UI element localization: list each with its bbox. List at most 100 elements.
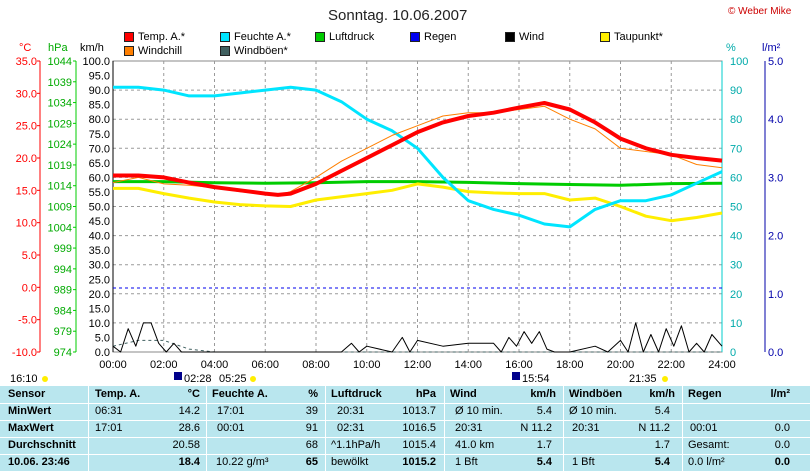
pressure-tick-label: 1024 <box>48 139 72 151</box>
wind-tick-label: 40.0 <box>89 231 110 243</box>
stats-cell-press: 1015.4 <box>402 439 436 451</box>
rain-tick-label: 4.0 <box>768 114 783 126</box>
pressure-tick-label: 989 <box>54 285 72 297</box>
stats-cell-press: 1013.7 <box>402 405 436 417</box>
x-tick-label: 16:00 <box>505 359 533 371</box>
stats-cell-wind: Wind <box>450 388 477 400</box>
x-tick-label: 10:00 <box>353 359 381 371</box>
temp-axis-unit: °C <box>19 42 32 54</box>
wind-tick-label: 5.0 <box>95 332 110 344</box>
temp-tick-label: 0.0 <box>22 282 37 294</box>
moon-marker <box>512 372 520 380</box>
table-divider <box>444 386 445 471</box>
stats-cell-hum-unit: % <box>308 388 318 400</box>
stats-cell-sensor: Sensor <box>8 388 46 400</box>
stats-cell-hum: 68 <box>305 439 318 451</box>
stats-cell-hum: 39 <box>305 405 318 417</box>
stats-cell-temp: 20.58 <box>172 439 200 451</box>
stats-row: 10.06. 23:46 18.4 10.22 g/m³ 65 bewölkt 1015.… <box>0 454 810 471</box>
stats-cell-wind-dist: 41.0 km <box>455 439 495 451</box>
temp-tick-label: -10.0 <box>12 347 37 359</box>
stats-row: MaxWert 17:01 28.6 00:01 91 02:31 1016.5 20:31 N… <box>0 420 810 437</box>
table-divider <box>0 403 810 404</box>
stats-cell-press-time: 20:31 <box>337 405 365 417</box>
humidity-tick-label: 70 <box>730 143 742 155</box>
legend-swatch <box>124 32 134 42</box>
legend-label: Windböen* <box>234 45 288 57</box>
temp-tick-label: 10.0 <box>16 218 37 230</box>
stats-cell-wind-time: 20:31 <box>455 422 483 434</box>
rain-tick-label: 0.0 <box>768 347 783 359</box>
stats-header-row: Sensor Temp. A. °C Feuchte A.% Luftdruck hPa W… <box>0 386 810 403</box>
sun-marker <box>662 376 668 382</box>
stats-cell-wind-dir: N 11.2 <box>520 422 552 434</box>
legend-swatch <box>124 46 134 56</box>
humidity-tick-label: 20 <box>730 289 742 301</box>
stats-cell-temp: 28.6 <box>178 422 200 434</box>
weather-chart: 35.0 30.0 25.0 20.0 15.0 10.0 5.0 0.0 -5.0 -10.0 1… <box>10 56 783 385</box>
stats-cell-hum: 65 <box>305 456 318 468</box>
stats-cell-rain-rate: 0.0 l/m² <box>688 456 725 468</box>
temp-tick-label: 20.0 <box>16 153 37 165</box>
legend-label: Feuchte A.* <box>234 31 291 43</box>
legend-swatch <box>220 46 230 56</box>
x-tick-label: 18:00 <box>556 359 584 371</box>
table-divider <box>682 386 683 471</box>
stats-cell-wind: 1.7 <box>536 439 552 451</box>
stats-cell-temp: Temp. A. <box>95 388 141 400</box>
stats-cell-press: 1016.5 <box>402 422 436 434</box>
x-tick-label: 20:00 <box>607 359 635 371</box>
stats-cell-hum: 91 <box>305 422 318 434</box>
temp-tick-label: 30.0 <box>16 88 37 100</box>
pressure-tick-label: 1019 <box>48 160 72 172</box>
wind-tick-label: 70.0 <box>89 143 110 155</box>
wind-tick-label: 10.0 <box>89 318 110 330</box>
x-tick-label: 06:00 <box>251 359 279 371</box>
pressure-tick-label: 979 <box>54 326 72 338</box>
pressure-tick-label: 1004 <box>48 222 72 234</box>
table-divider <box>0 437 810 438</box>
table-divider <box>0 454 810 455</box>
stats-cell-press-trend: ^1.1hPa/h <box>331 439 381 451</box>
temp-tick-label: 5.0 <box>22 250 37 262</box>
mid-time-label: 15:54 <box>522 373 550 385</box>
wind-tick-label: 90.0 <box>89 85 110 97</box>
stats-cell-temp-time: 17:01 <box>95 422 123 434</box>
stats-cell-rain-unit: l/m² <box>770 388 790 400</box>
x-tick-label: 00:00 <box>99 359 127 371</box>
humidity-tick-label: 0 <box>730 347 736 359</box>
stats-cell-gust: 5.4 <box>654 456 670 468</box>
stats-table: Sensor Temp. A. °C Feuchte A.% Luftdruck hPa W… <box>0 386 810 471</box>
left-time-label: 16:10 <box>10 373 38 385</box>
wind-tick-label: 20.0 <box>89 289 110 301</box>
copyright-label: © Weber Mike <box>728 6 792 17</box>
legend-item: Regen <box>410 31 456 43</box>
wind-tick-label: 60.0 <box>89 172 110 184</box>
temp-tick-label: 15.0 <box>16 185 37 197</box>
wind-tick-label: 0.0 <box>95 347 110 359</box>
pressure-axis-unit: hPa <box>48 42 68 54</box>
stats-cell-temp-unit: °C <box>187 388 200 400</box>
sun-marker <box>250 376 256 382</box>
sunrise-time-b: 05:25 <box>219 373 247 385</box>
stats-row: Durchschnitt 20.58 68 ^1.1hPa/h 1015.4 41.0 k… <box>0 437 810 454</box>
humidity-tick-label: 90 <box>730 85 742 97</box>
pressure-tick-label: 974 <box>54 347 72 359</box>
stats-cell-press: Luftdruck <box>331 388 382 400</box>
legend-item: Luftdruck <box>315 31 374 43</box>
stats-cell-wind-desc: Ø 10 min. <box>455 405 503 417</box>
pressure-tick-label: 1034 <box>48 98 72 110</box>
wind-tick-label: 100.0 <box>82 56 110 68</box>
humidity-tick-label: 10 <box>730 318 742 330</box>
wind-tick-label: 45.0 <box>89 216 110 228</box>
humidity-tick-label: 50 <box>730 202 742 214</box>
stats-cell-abs-hum: 10.22 g/m³ <box>216 456 269 468</box>
series-line <box>112 322 723 353</box>
stats-cell-rain: 0.0 <box>774 439 790 451</box>
wind-tick-label: 65.0 <box>89 158 110 170</box>
humidity-tick-label: 100 <box>730 56 748 68</box>
series-line <box>113 182 723 223</box>
humidity-tick-label: 30 <box>730 260 742 272</box>
table-divider <box>0 420 810 421</box>
legend-swatch <box>315 32 325 42</box>
